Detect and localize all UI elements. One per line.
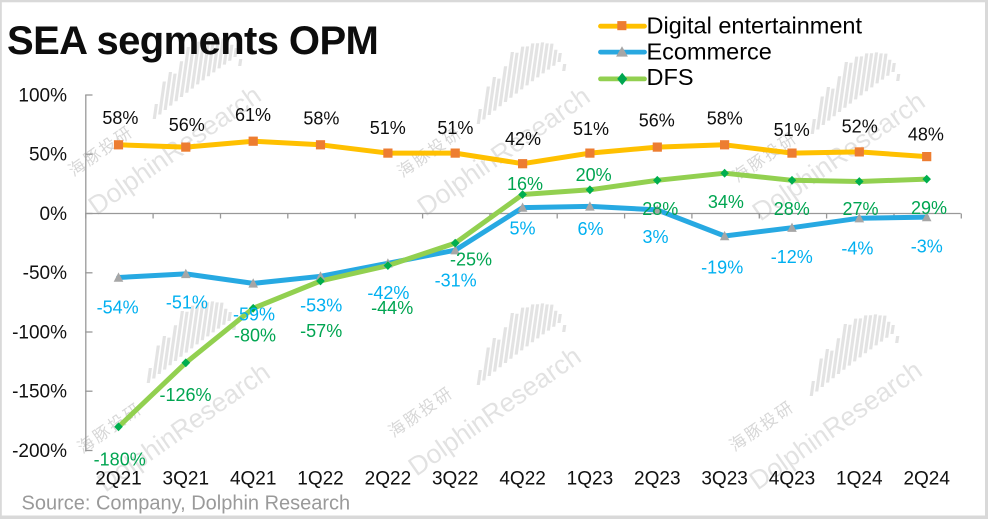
svg-text:51%: 51% xyxy=(774,120,810,140)
svg-text:50%: 50% xyxy=(29,145,67,166)
svg-text:Ecommerce: Ecommerce xyxy=(647,39,772,65)
svg-text:1Q23: 1Q23 xyxy=(567,469,613,490)
svg-text:3Q23: 3Q23 xyxy=(701,469,747,490)
svg-text:-57%: -57% xyxy=(300,321,342,341)
svg-text:-19%: -19% xyxy=(701,257,743,277)
svg-text:20%: 20% xyxy=(576,165,612,185)
svg-text:-53%: -53% xyxy=(300,296,342,316)
svg-text:Digital entertainment: Digital entertainment xyxy=(647,13,863,39)
svg-text:-51%: -51% xyxy=(166,293,208,313)
svg-text:51%: 51% xyxy=(573,119,609,139)
svg-text:Source: Company, Dolphin Resea: Source: Company, Dolphin Research xyxy=(22,493,351,515)
svg-text:42%: 42% xyxy=(505,129,541,149)
svg-text:0%: 0% xyxy=(40,204,68,225)
svg-text:56%: 56% xyxy=(639,111,675,131)
svg-text:-54%: -54% xyxy=(97,297,139,317)
svg-text:56%: 56% xyxy=(169,115,205,135)
svg-text:-50%: -50% xyxy=(23,263,67,284)
svg-text:2Q23: 2Q23 xyxy=(634,469,680,490)
svg-text:1Q24: 1Q24 xyxy=(836,469,883,490)
svg-text:6%: 6% xyxy=(577,219,603,239)
svg-text:34%: 34% xyxy=(708,192,744,212)
svg-text:5%: 5% xyxy=(509,219,535,239)
svg-text:-25%: -25% xyxy=(450,250,492,270)
svg-text:-3%: -3% xyxy=(911,237,943,257)
svg-text:-126%: -126% xyxy=(159,385,211,405)
svg-text:4Q21: 4Q21 xyxy=(230,469,276,490)
svg-text:-4%: -4% xyxy=(841,239,873,259)
svg-text:4Q23: 4Q23 xyxy=(769,469,815,490)
svg-text:58%: 58% xyxy=(303,109,339,129)
svg-text:-200%: -200% xyxy=(12,441,67,462)
svg-text:3%: 3% xyxy=(642,227,668,247)
svg-text:29%: 29% xyxy=(911,198,947,218)
svg-text:3Q21: 3Q21 xyxy=(163,469,209,490)
svg-text:2Q21: 2Q21 xyxy=(95,469,141,490)
svg-text:51%: 51% xyxy=(370,118,406,138)
svg-text:-180%: -180% xyxy=(94,450,146,470)
svg-text:51%: 51% xyxy=(437,118,473,138)
svg-text:52%: 52% xyxy=(842,117,878,137)
svg-text:100%: 100% xyxy=(18,85,67,106)
svg-text:1Q22: 1Q22 xyxy=(297,469,343,490)
svg-text:DFS: DFS xyxy=(647,64,694,90)
svg-text:-12%: -12% xyxy=(771,247,813,267)
svg-text:28%: 28% xyxy=(774,199,810,219)
svg-text:27%: 27% xyxy=(842,199,878,219)
svg-text:-59%: -59% xyxy=(233,305,275,325)
svg-text:-80%: -80% xyxy=(234,326,276,346)
svg-text:SEA segments OPM: SEA segments OPM xyxy=(7,19,378,63)
svg-text:58%: 58% xyxy=(102,108,138,128)
svg-text:16%: 16% xyxy=(507,174,543,194)
svg-text:2Q24: 2Q24 xyxy=(903,469,950,490)
svg-text:61%: 61% xyxy=(235,105,271,125)
svg-text:-150%: -150% xyxy=(12,382,67,403)
svg-text:-42%: -42% xyxy=(367,283,409,303)
svg-text:58%: 58% xyxy=(707,109,743,129)
svg-text:-100%: -100% xyxy=(12,322,67,343)
svg-text:-31%: -31% xyxy=(435,270,477,290)
svg-text:3Q22: 3Q22 xyxy=(432,469,478,490)
svg-text:28%: 28% xyxy=(642,199,678,219)
svg-text:2Q22: 2Q22 xyxy=(365,469,411,490)
svg-text:-44%: -44% xyxy=(371,298,413,318)
svg-text:4Q22: 4Q22 xyxy=(499,469,545,490)
svg-text:48%: 48% xyxy=(908,124,944,144)
